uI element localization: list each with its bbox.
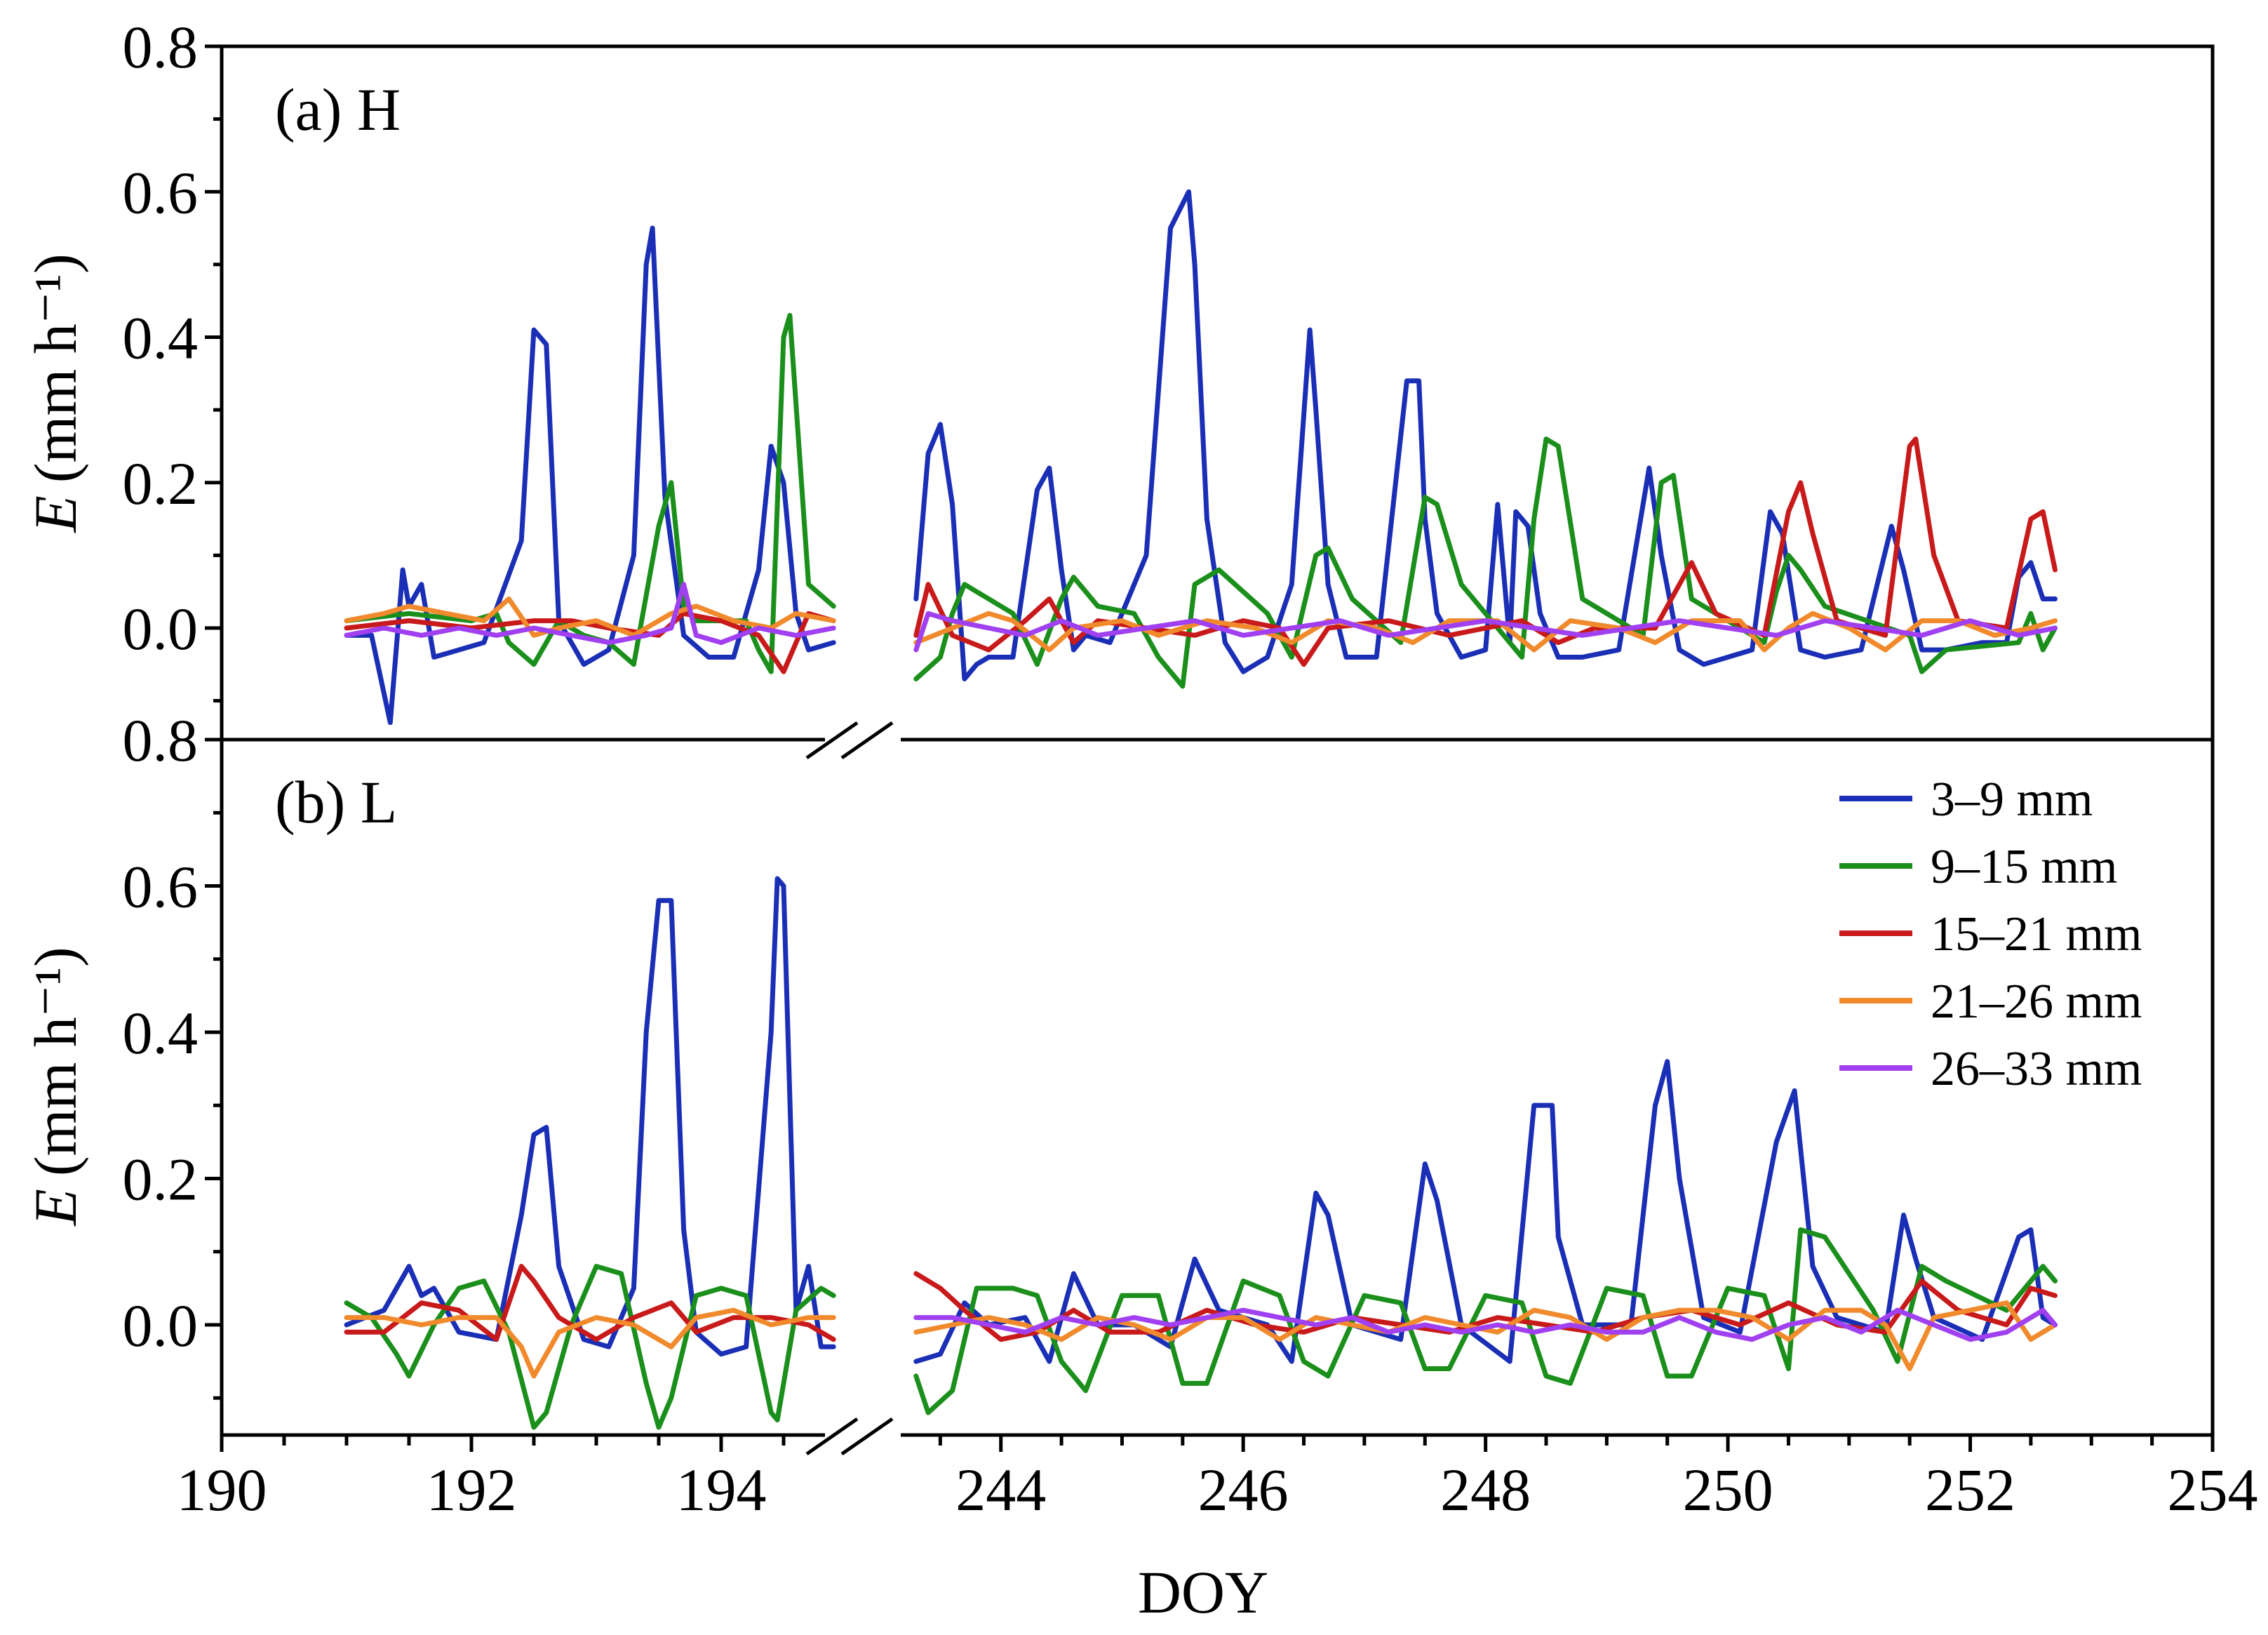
y-tick-label-b: 0.0 xyxy=(123,1292,199,1359)
legend-label: 3–9 mm xyxy=(1931,773,2093,827)
y-tick-label-a: 0.2 xyxy=(123,450,199,517)
panel-a-series xyxy=(344,189,2058,726)
y-axis-title-b: E (mm h⁻¹) xyxy=(22,947,89,1227)
y-axis-symbol-a: E xyxy=(22,495,89,534)
series-line-b-21-26- xyxy=(344,1307,836,1379)
series-line-b-26-33- xyxy=(913,1307,2058,1342)
y-tick-label-a: 0.4 xyxy=(123,305,199,372)
y-axis-symbol-b: E xyxy=(22,1189,89,1227)
x-tick-label: 254 xyxy=(2168,1456,2258,1523)
y-tick-label-b: 0.6 xyxy=(123,853,199,921)
y-tick-label-b: 0.8 xyxy=(123,707,199,774)
y-tick-label-b: 0.4 xyxy=(123,999,199,1067)
series-line-b-9-15- xyxy=(913,1227,2058,1415)
legend-label: 9–15 mm xyxy=(1931,840,2117,894)
series-line-b-9-15- xyxy=(344,1264,836,1430)
y-axis-title-a: E (mm h⁻¹) xyxy=(22,253,89,533)
x-axis-title: DOY xyxy=(1138,1559,1268,1626)
panel-a-label: (a) H xyxy=(275,76,401,143)
y-axis-unit-b: (mm h⁻¹) xyxy=(22,947,89,1176)
y-axis-unit-a: (mm h⁻¹) xyxy=(22,253,89,483)
series-line-a-15-21- xyxy=(913,436,2058,667)
series-line-a-9-15- xyxy=(913,436,2058,689)
x-tick-label: 250 xyxy=(1683,1456,1773,1523)
series-line-a-21-26- xyxy=(344,596,836,638)
y-tick-label-a: 0.8 xyxy=(123,13,199,81)
x-tick-label: 192 xyxy=(427,1456,517,1523)
x-tick-label: 252 xyxy=(1925,1456,2015,1523)
y-tick-label-b: 0.2 xyxy=(123,1146,199,1213)
series-line-a-9-15- xyxy=(344,312,836,674)
panel-b-label: (b) L xyxy=(275,768,397,836)
x-tick-label: 194 xyxy=(676,1456,767,1523)
x-tick-label: 248 xyxy=(1440,1456,1531,1523)
series-line-a-26-33- xyxy=(913,610,2058,653)
x-tick-label: 244 xyxy=(955,1456,1046,1523)
x-tick-label: 190 xyxy=(177,1456,267,1523)
legend: 3–9 mm 9–15 mm 15–21 mm 21–26 mm 26–33 mm xyxy=(1839,773,2142,1096)
legend-label: 26–33 mm xyxy=(1931,1042,2142,1096)
x-tick-label: 246 xyxy=(1198,1456,1289,1523)
panel-b-frame xyxy=(220,738,2215,1437)
series-line-a-3-9- xyxy=(913,189,2058,681)
legend-label: 15–21 mm xyxy=(1931,907,2142,961)
series-line-a-26-33- xyxy=(344,582,836,646)
legend-label: 21–26 mm xyxy=(1931,975,2142,1029)
axis-break xyxy=(805,721,901,1456)
panel-b-series xyxy=(344,876,2058,1430)
y-tick-label-a: 0.6 xyxy=(123,159,199,226)
y-tick-label-a: 0.0 xyxy=(123,595,199,662)
series-line-a-3-9- xyxy=(344,225,836,726)
